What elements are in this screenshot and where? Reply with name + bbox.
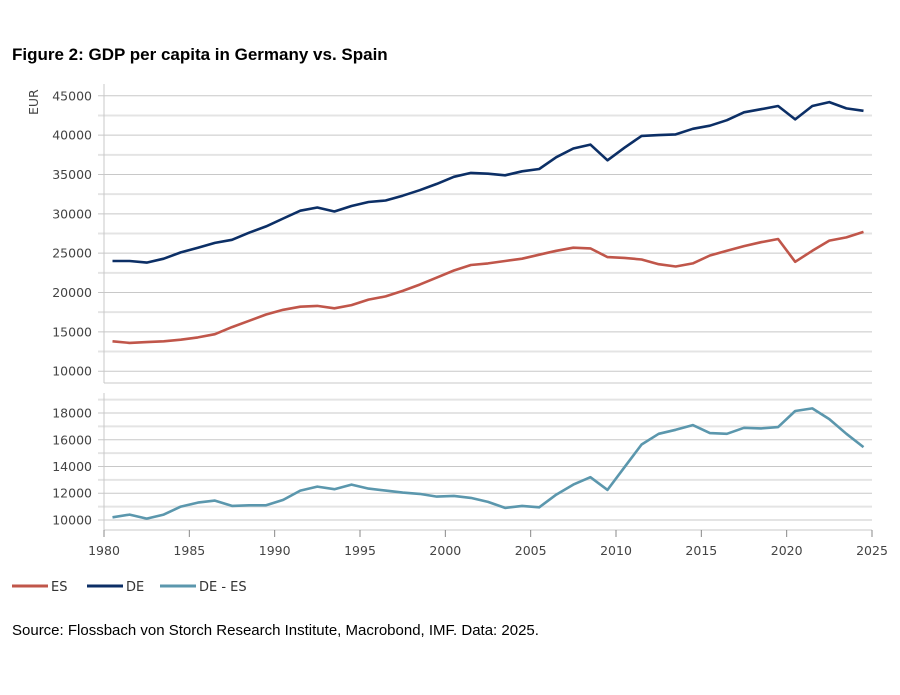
x-tick-label: 2020 <box>771 543 803 558</box>
x-tick-label: 2010 <box>600 543 632 558</box>
x-tick-label: 2015 <box>685 543 717 558</box>
series-line-de-es <box>112 407 865 520</box>
y-tick-label: 10000 <box>52 512 92 527</box>
y-tick-label: 30000 <box>52 206 92 221</box>
x-tick-label: 2005 <box>515 543 547 558</box>
legend-label: DE <box>126 580 144 595</box>
legend-label: ES <box>51 580 67 595</box>
y-tick-label: 16000 <box>52 432 92 447</box>
y-tick-label: 35000 <box>52 167 92 182</box>
y-tick-label: 15000 <box>52 324 92 339</box>
x-tick-label: 2025 <box>856 543 888 558</box>
y-tick-label: 12000 <box>52 486 92 501</box>
x-tick-label: 1995 <box>344 543 376 558</box>
x-tick-label: 1980 <box>88 543 120 558</box>
series-line-es <box>112 230 864 345</box>
y-tick-label: 14000 <box>52 459 92 474</box>
x-tick-label: 1985 <box>173 543 205 558</box>
series-line-de <box>112 100 864 264</box>
y-tick-label: 45000 <box>52 88 92 103</box>
y-tick-label: 25000 <box>52 246 92 261</box>
legend: ES DE DE - ES <box>12 580 247 595</box>
y-tick-label: 20000 <box>52 285 92 300</box>
legend-label: DE - ES <box>199 580 247 595</box>
x-tick-label: 2000 <box>429 543 461 558</box>
y-tick-label: 10000 <box>52 364 92 379</box>
y-tick-label: 18000 <box>52 406 92 421</box>
x-tick-label: 1990 <box>259 543 291 558</box>
chart-title: Figure 2: GDP per capita in Germany vs. … <box>12 45 388 64</box>
source-note: Source: Flossbach von Storch Research In… <box>12 622 539 639</box>
y-axis-label: EUR <box>26 89 41 115</box>
y-tick-label: 40000 <box>52 128 92 143</box>
